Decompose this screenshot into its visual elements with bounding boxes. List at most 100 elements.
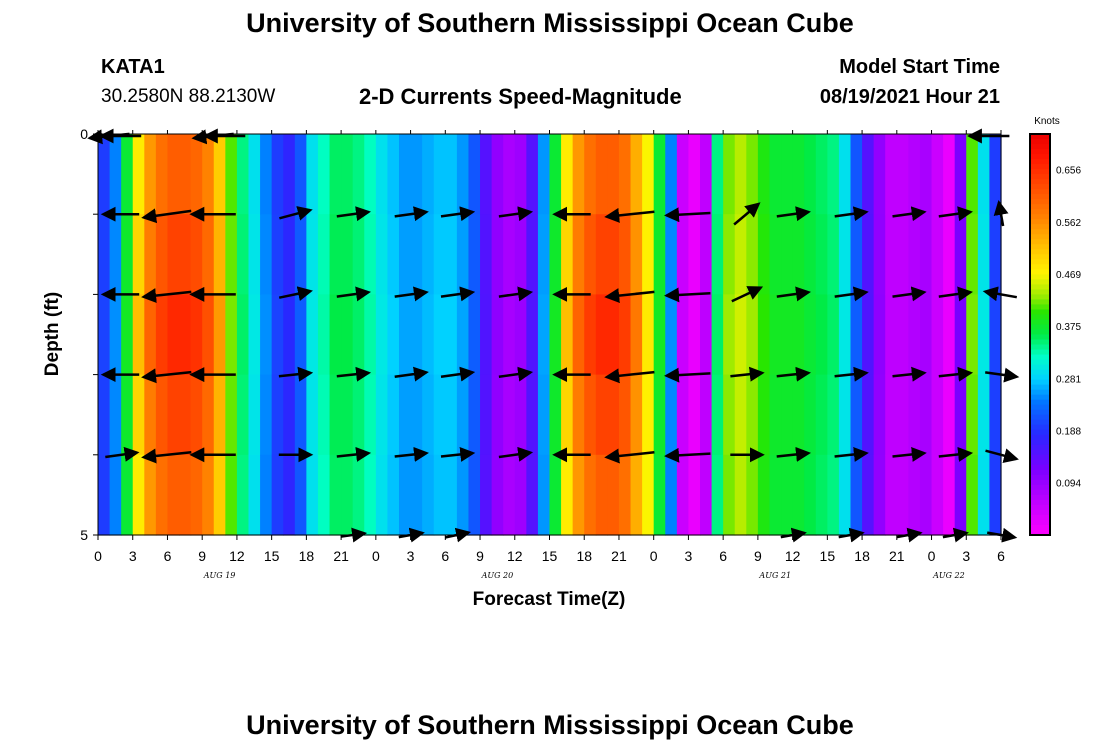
heatmap-cell <box>341 214 354 295</box>
heatmap-cell <box>491 214 504 295</box>
heatmap-cell <box>433 374 446 456</box>
x-tick-label: 6 <box>997 548 1005 564</box>
heatmap-cell <box>919 374 933 456</box>
heatmap-cell <box>248 214 261 295</box>
y-axis: 05 <box>80 126 98 543</box>
heatmap-cell <box>213 214 226 295</box>
heatmap-cell <box>653 294 666 376</box>
colorbar-swatch <box>1030 394 1050 401</box>
x-tick-label: 6 <box>441 548 449 564</box>
x-tick-label: 9 <box>754 548 762 564</box>
heatmap-cell <box>665 294 678 376</box>
heatmap-cell <box>584 374 597 456</box>
heatmap-cell <box>144 374 157 456</box>
heatmap-cell <box>236 134 250 215</box>
current-vector <box>105 446 140 462</box>
heatmap-cell <box>445 374 458 456</box>
heatmap-cell <box>723 214 736 295</box>
current-vector <box>938 366 974 382</box>
heatmap-cell <box>931 214 944 295</box>
x-tick-label: 15 <box>264 548 280 564</box>
current-vector <box>664 287 711 303</box>
heatmap-cell <box>433 294 446 376</box>
x-tick-label: 12 <box>229 548 245 564</box>
current-vector <box>938 286 973 302</box>
heatmap-cell <box>827 134 840 215</box>
heatmap-cell <box>121 294 134 376</box>
heatmap-cell <box>445 214 458 295</box>
heatmap-cell <box>711 294 724 376</box>
heatmap-cell <box>179 214 192 295</box>
current-vector <box>440 286 476 302</box>
current-vector <box>604 288 655 304</box>
heatmap-cell <box>480 214 493 295</box>
colorbar-swatch <box>1030 279 1050 285</box>
heatmap-cell <box>862 134 875 215</box>
x-tick-label: 21 <box>333 548 349 564</box>
heatmap-cell <box>213 134 226 215</box>
colorbar-swatch <box>1030 254 1050 260</box>
heatmap-cell <box>665 214 678 295</box>
current-vector <box>892 366 927 382</box>
heatmap-cell <box>943 374 956 456</box>
heatmap-cell <box>352 134 365 215</box>
heatmap-cell <box>271 294 284 376</box>
heatmap-cell <box>873 374 886 456</box>
heatmap-cell <box>155 134 169 215</box>
heatmap-cell <box>260 454 273 536</box>
colorbar-swatch <box>1030 484 1050 491</box>
heatmap-cell <box>966 214 979 295</box>
heatmap-cell <box>155 214 169 295</box>
heatmap-cell <box>387 374 400 456</box>
heatmap-cell <box>387 454 400 536</box>
heatmap-cell <box>977 294 991 376</box>
heatmap-cell <box>769 454 782 536</box>
heatmap-cell <box>98 214 111 295</box>
heatmap-cell <box>561 374 574 456</box>
heatmap-cell <box>468 454 481 536</box>
colorbar-swatch <box>1030 194 1050 200</box>
current-vector <box>394 206 429 222</box>
colorbar-swatch <box>1030 154 1050 160</box>
heatmap-layer <box>98 134 1002 536</box>
heatmap-cell <box>966 294 979 376</box>
heatmap-cell <box>132 294 145 376</box>
heatmap-cell <box>155 294 169 376</box>
colorbar-swatch <box>1030 494 1050 501</box>
heatmap-cell <box>225 294 238 376</box>
heatmap-cell <box>873 454 886 536</box>
heatmap-cell <box>561 294 574 376</box>
heatmap-cell <box>630 214 643 295</box>
heatmap-cell <box>480 134 493 215</box>
heatmap-cell <box>167 134 180 215</box>
heatmap-cell <box>815 454 828 536</box>
heatmap-cell <box>919 454 933 536</box>
heatmap-cell <box>862 214 875 295</box>
heatmap-cell <box>121 134 134 215</box>
colorbar-swatch <box>1030 189 1050 195</box>
heatmap-cell <box>584 214 597 295</box>
heatmap-cell <box>202 454 215 536</box>
heatmap-cell <box>329 294 342 376</box>
heatmap-cell <box>456 294 470 376</box>
heatmap-cell <box>989 214 1002 295</box>
heatmap-cell <box>109 454 122 536</box>
colorbar-swatch <box>1030 249 1050 255</box>
colorbar-swatch <box>1030 284 1050 290</box>
current-vector <box>278 366 314 382</box>
heatmap-cell <box>757 214 771 295</box>
colorbar-swatch <box>1030 454 1050 461</box>
heatmap-cell <box>896 214 909 295</box>
colorbar-swatch <box>1030 134 1050 140</box>
current-vector <box>664 447 711 463</box>
colorbar-swatch <box>1030 159 1050 165</box>
heatmap-cell <box>155 454 169 536</box>
heatmap-cell <box>341 454 354 536</box>
heatmap-cell <box>885 374 898 456</box>
heatmap-cell <box>757 374 771 456</box>
heatmap-cell <box>179 134 192 215</box>
heatmap-cell <box>179 294 192 376</box>
heatmap-cell <box>236 294 250 376</box>
heatmap-cell <box>908 374 921 456</box>
heatmap-cell <box>167 374 180 456</box>
